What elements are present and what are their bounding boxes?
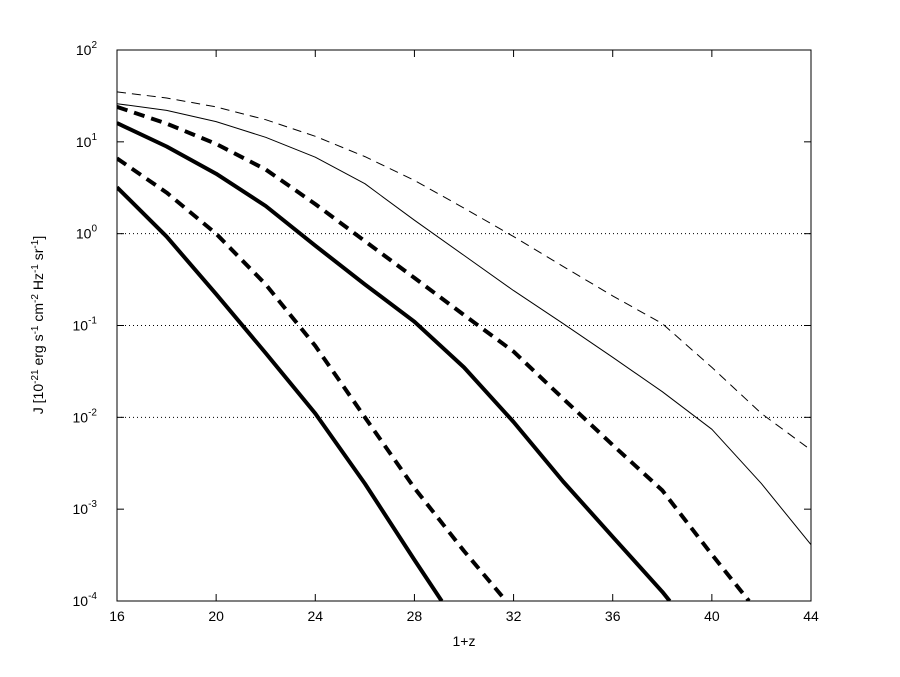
y-label-text: Hz bbox=[30, 273, 46, 294]
x-tick-label: 28 bbox=[407, 608, 423, 624]
y-label-text: cm bbox=[30, 303, 46, 326]
y-label-superscript: -1 bbox=[30, 239, 41, 248]
x-tick-label: 32 bbox=[506, 608, 522, 624]
y-tick-base: 10 bbox=[76, 134, 92, 150]
y-tick-base: 10 bbox=[76, 42, 92, 58]
y-label-superscript: -1 bbox=[30, 325, 41, 334]
y-tick-exponent: -2 bbox=[88, 407, 97, 418]
series-line bbox=[117, 156, 508, 601]
x-tick-label: 16 bbox=[109, 608, 125, 624]
y-tick-label: 10-3 bbox=[73, 499, 98, 517]
y-tick-exponent: 2 bbox=[91, 40, 97, 51]
series-line bbox=[117, 185, 444, 601]
y-tick-label: 10-2 bbox=[73, 407, 98, 425]
series-line bbox=[117, 121, 672, 601]
y-axis-label: J [10-21 erg s-1 cm-2 Hz-1 sr-1] bbox=[30, 236, 47, 414]
x-axis-label: 1+z bbox=[453, 633, 476, 649]
y-tick-base: 10 bbox=[76, 226, 92, 242]
y-tick-label: 102 bbox=[76, 40, 98, 58]
y-tick-base: 10 bbox=[73, 318, 89, 334]
y-tick-exponent: -1 bbox=[88, 316, 97, 327]
y-tick-label: 101 bbox=[76, 132, 98, 150]
y-label-text: erg s bbox=[30, 334, 46, 369]
series-line bbox=[117, 103, 811, 546]
x-tick-label: 44 bbox=[803, 608, 819, 624]
x-tick-label: 20 bbox=[208, 608, 224, 624]
plot-frame bbox=[116, 49, 812, 602]
y-label-superscript: -21 bbox=[30, 369, 41, 384]
x-tick-label: 40 bbox=[704, 608, 720, 624]
y-label-text: sr bbox=[30, 248, 46, 264]
y-tick-label: 10-1 bbox=[73, 316, 98, 334]
y-tick-exponent: 0 bbox=[91, 224, 97, 235]
x-tick-label: 24 bbox=[307, 608, 323, 624]
y-tick-base: 10 bbox=[73, 593, 89, 609]
x-tick-label: 36 bbox=[605, 608, 621, 624]
series-line bbox=[117, 105, 751, 601]
y-tick-base: 10 bbox=[73, 501, 89, 517]
y-tick-exponent: -4 bbox=[88, 591, 97, 602]
y-tick-label: 100 bbox=[76, 224, 98, 242]
y-label-text: ] bbox=[30, 236, 46, 240]
y-label-superscript: -2 bbox=[30, 294, 41, 303]
y-tick-exponent: -3 bbox=[88, 499, 97, 510]
y-tick-base: 10 bbox=[73, 409, 89, 425]
y-label-text: J [10 bbox=[30, 384, 46, 415]
y-label-superscript: -1 bbox=[30, 264, 41, 273]
y-tick-label: 10-4 bbox=[73, 591, 98, 609]
y-tick-exponent: 1 bbox=[91, 132, 97, 143]
